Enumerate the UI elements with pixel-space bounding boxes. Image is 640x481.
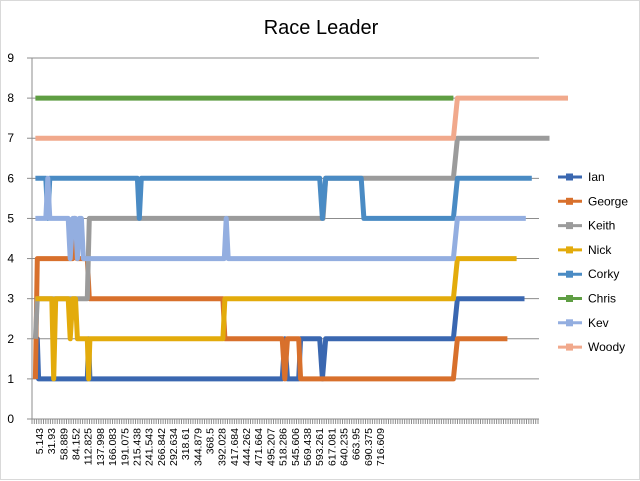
x-tick-label: 545.606	[290, 428, 302, 466]
x-tick-label: 518.286	[278, 428, 290, 466]
legend-item-woody: Woody	[558, 340, 625, 354]
legend-label: Woody	[588, 340, 625, 354]
x-tick-label: 31.93	[46, 428, 58, 454]
x-tick-label: 292.634	[168, 428, 180, 466]
legend-label: Nick	[588, 243, 612, 257]
x-tick-label: 318.61	[180, 428, 192, 460]
legend-label: Ian	[588, 170, 605, 184]
y-tick-label: 2	[7, 332, 14, 346]
y-tick-label: 6	[7, 171, 14, 185]
x-tick-label: 241.543	[144, 428, 156, 466]
y-tick-label: 7	[7, 131, 14, 145]
x-tick-label: 137.998	[95, 428, 107, 466]
series-line-kev	[35, 175, 526, 262]
legend-item-kev: Kev	[558, 316, 609, 330]
legend-item-ian: Ian	[558, 170, 605, 184]
x-tick-label: 617.081	[326, 428, 338, 466]
series-line-keith	[32, 135, 550, 339]
legend-item-george: George	[558, 194, 628, 208]
x-tick-label: 5.143	[34, 428, 46, 454]
y-tick-label: 0	[7, 412, 14, 426]
x-tick-label: 716.609	[375, 428, 387, 466]
series-line-nick	[35, 256, 517, 382]
legend-label: Corky	[588, 267, 619, 281]
y-tick-label: 1	[7, 372, 14, 386]
legend-marker	[566, 197, 573, 205]
legend-marker	[566, 246, 573, 254]
chart-title: Race Leader	[264, 17, 379, 39]
legend-marker	[566, 222, 573, 230]
x-tick-label: 569.438	[302, 428, 314, 466]
x-tick-label: 368.5	[205, 428, 217, 454]
legend: Ian George Keith Nick Corky Chris Kev Woody	[558, 170, 628, 354]
x-tick-label: 690.375	[363, 428, 375, 466]
x-tick-label: 84.152	[71, 428, 83, 460]
y-tick-label: 8	[7, 91, 14, 105]
legend-item-chris: Chris	[558, 292, 616, 306]
x-tick-label: 444.262	[241, 428, 253, 466]
y-tick-label: 4	[7, 252, 14, 266]
x-tick-label: 417.684	[229, 428, 241, 466]
legend-item-keith: Keith	[558, 219, 615, 233]
legend-item-nick: Nick	[558, 243, 612, 257]
y-tick-label: 3	[7, 292, 14, 306]
x-tick-label: 344.879	[192, 428, 204, 466]
legend-marker	[566, 319, 573, 327]
series-line-ian	[34, 296, 525, 382]
x-tick-label: 112.825	[83, 428, 95, 465]
legend-label: Keith	[588, 219, 615, 233]
y-tick-label: 5	[7, 211, 14, 225]
data-series	[32, 95, 568, 382]
x-tick-label: 392.028	[217, 428, 229, 466]
x-tick-label: 663.95	[351, 428, 363, 460]
legend-marker	[566, 343, 573, 351]
x-tick-label: 593.261	[314, 428, 326, 466]
legend-marker	[566, 270, 573, 278]
x-tick-label: 471.664	[253, 428, 265, 466]
y-tick-label: 9	[7, 51, 14, 65]
series-line-corky	[35, 175, 532, 221]
series-line-woody	[35, 95, 568, 141]
legend-item-corky: Corky	[558, 267, 619, 281]
legend-label: Chris	[588, 292, 616, 306]
x-tick-label: 266.842	[156, 428, 168, 466]
x-tick-label: 215.438	[131, 428, 143, 466]
x-tick-label: 166.083	[107, 428, 119, 466]
x-tick-label: 58.889	[58, 428, 70, 460]
x-tick-label: 191.075	[119, 428, 131, 466]
legend-marker	[566, 295, 573, 302]
legend-marker	[566, 173, 573, 181]
legend-label: Kev	[588, 316, 609, 330]
legend-label: George	[588, 194, 628, 208]
x-tick-label: 495.207	[265, 428, 277, 466]
x-tick-label: 640.235	[339, 428, 351, 466]
